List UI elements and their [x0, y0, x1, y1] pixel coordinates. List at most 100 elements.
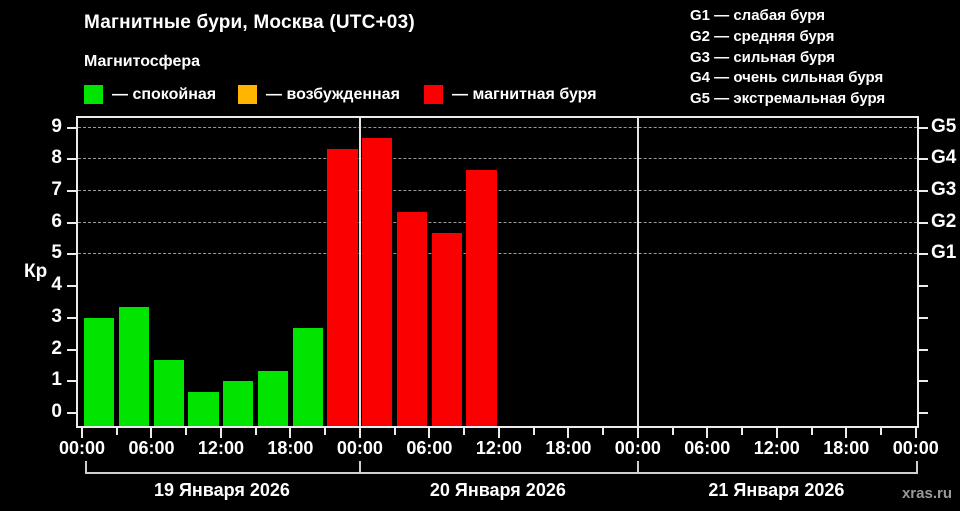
gridline-kp6 — [78, 221, 917, 223]
day-label: 19 Января 2026 — [153, 480, 290, 500]
y-axis-tick-label: 3 — [51, 305, 62, 327]
plot-area — [76, 116, 919, 428]
right-axis-tick — [919, 126, 928, 129]
x-axis-tick-label: 12:00 — [197, 438, 244, 458]
x-axis-tick-label: 06:00 — [406, 438, 453, 458]
day-axis-tick — [636, 461, 639, 474]
x-axis-tick-label: 00:00 — [892, 438, 939, 458]
x-axis-tick — [115, 428, 118, 435]
y-axis-tick — [67, 253, 76, 256]
g-scale-axis-label: G1 — [931, 242, 957, 264]
x-axis-tick — [324, 428, 327, 435]
x-axis-tick — [845, 428, 848, 438]
gridline-kp8 — [78, 158, 917, 160]
x-axis-tick — [810, 428, 813, 435]
x-axis-tick — [602, 428, 605, 435]
right-axis-tick — [919, 189, 928, 192]
kp-bar — [118, 307, 150, 426]
gridline-kp5 — [78, 253, 917, 255]
y-axis-tick — [67, 221, 76, 224]
x-axis-tick — [880, 428, 883, 435]
x-axis-tick — [393, 428, 396, 435]
quiet-color-swatch — [84, 85, 103, 104]
y-axis-label: Кр — [24, 261, 48, 282]
x-axis-tick — [185, 428, 188, 435]
kp-bar — [396, 212, 428, 426]
kp-bar — [223, 381, 254, 426]
day-separator-line — [636, 118, 639, 426]
x-axis-tick — [463, 428, 466, 435]
right-axis-tick — [919, 253, 928, 256]
legend-item-label: — магнитная буря — [452, 85, 597, 103]
y-axis-tick-label: 2 — [51, 337, 62, 359]
legend-item-quiet: — спокойная — [84, 84, 216, 105]
y-axis-tick — [67, 348, 76, 351]
kp-bar — [257, 370, 289, 426]
chart-subtitle: Магнитосфера — [84, 53, 201, 70]
g-scale-axis-label: G3 — [931, 178, 957, 200]
storm-scale-legend: G1 — слабая буря G2 — средняя буря G3 — … — [690, 6, 885, 110]
x-axis-tick-label: 18:00 — [823, 438, 870, 458]
right-axis-tick — [919, 412, 928, 414]
x-axis-tick-label: 00:00 — [614, 438, 661, 458]
x-axis-tick — [741, 428, 744, 435]
y-axis-tick — [67, 316, 76, 319]
y-axis-tick — [67, 285, 76, 288]
y-axis-tick-label: 4 — [51, 274, 62, 296]
kp-bar — [153, 360, 184, 426]
x-axis-tick — [567, 428, 570, 438]
y-axis-tick-label: 9 — [51, 115, 62, 137]
x-axis-tick — [358, 428, 361, 438]
y-axis-tick-label: 1 — [51, 369, 62, 391]
day-label: 21 Января 2026 — [708, 480, 845, 500]
y-axis-tick — [67, 189, 76, 192]
y-axis-tick-label: 8 — [51, 147, 62, 169]
chart-title: Магнитные бури, Москва (UTC+03) — [84, 12, 415, 33]
g4-scale-line: G4 — очень сильная буря — [690, 69, 884, 87]
right-axis-tick — [919, 221, 928, 224]
kp-bar — [327, 148, 358, 426]
kp-bar — [431, 233, 462, 426]
y-axis-tick — [67, 126, 76, 129]
x-axis-tick — [671, 428, 674, 435]
storm-color-swatch — [424, 85, 443, 104]
legend-item-label: — спокойная — [112, 85, 217, 103]
x-axis-tick — [428, 428, 431, 438]
x-axis-tick — [497, 428, 500, 438]
y-axis-tick-label: 0 — [51, 401, 62, 422]
x-axis-tick — [532, 428, 535, 435]
x-axis-tick-label: 00:00 — [58, 438, 106, 458]
x-axis-tick — [914, 428, 917, 438]
day-axis-tick — [916, 461, 918, 474]
day-axis-tick — [358, 461, 361, 474]
x-axis-tick — [81, 428, 83, 438]
right-axis-tick — [919, 380, 928, 383]
kp-bar — [84, 317, 115, 426]
g3-scale-line: G3 — сильная буря — [690, 48, 835, 66]
g-scale-axis-label: G2 — [931, 210, 957, 232]
kp-bar — [362, 137, 393, 426]
x-axis-tick-label: 12:00 — [475, 438, 522, 458]
x-axis-tick-label: 12:00 — [753, 438, 800, 458]
day-axis-line — [85, 472, 916, 474]
x-axis-tick-label: 00:00 — [336, 438, 383, 458]
g-scale-axis-label: G5 — [931, 115, 957, 137]
right-axis-tick — [919, 316, 928, 319]
x-axis-tick — [289, 428, 292, 438]
x-axis-tick — [254, 428, 257, 435]
watermark: xras.ru — [901, 485, 952, 502]
kp-bar — [188, 391, 219, 426]
y-axis-tick — [67, 158, 76, 161]
legend-item-label: — возбужденная — [266, 85, 400, 103]
x-axis-tick — [636, 428, 639, 438]
x-axis-tick-label: 18:00 — [545, 438, 592, 458]
right-axis-tick — [919, 348, 928, 351]
day-separator-line — [358, 118, 361, 426]
y-axis-tick — [67, 412, 76, 414]
g-scale-axis-label: G4 — [931, 147, 957, 169]
x-axis-tick-label: 06:00 — [684, 438, 731, 458]
g5-scale-line: G5 — экстремальная буря — [690, 90, 886, 108]
legend-item-excited: — возбужденная — [238, 84, 400, 105]
kp-bar — [466, 169, 497, 426]
